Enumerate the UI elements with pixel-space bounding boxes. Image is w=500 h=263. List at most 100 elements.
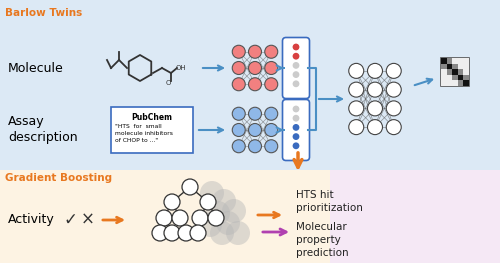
Circle shape xyxy=(265,45,278,58)
Bar xyxy=(464,69,469,75)
Bar xyxy=(458,58,464,64)
Circle shape xyxy=(368,101,382,116)
Circle shape xyxy=(265,78,278,91)
Text: ✓: ✓ xyxy=(63,211,77,229)
Circle shape xyxy=(265,124,278,136)
Circle shape xyxy=(210,221,234,245)
Circle shape xyxy=(349,101,364,116)
Bar xyxy=(446,64,452,69)
Circle shape xyxy=(349,82,364,97)
Circle shape xyxy=(292,53,300,60)
Circle shape xyxy=(178,225,194,241)
Bar xyxy=(458,69,464,75)
Circle shape xyxy=(216,211,240,235)
Circle shape xyxy=(248,78,262,91)
Circle shape xyxy=(265,140,278,153)
Text: ×: × xyxy=(81,211,95,229)
Circle shape xyxy=(248,140,262,153)
Bar xyxy=(441,69,446,75)
Text: OH: OH xyxy=(176,65,186,71)
Bar xyxy=(464,80,469,86)
Circle shape xyxy=(292,133,300,140)
Circle shape xyxy=(368,120,382,135)
Circle shape xyxy=(292,44,300,50)
Bar xyxy=(446,58,452,64)
Circle shape xyxy=(368,63,382,78)
Circle shape xyxy=(164,194,180,210)
FancyBboxPatch shape xyxy=(282,38,310,99)
Text: Gradient Boosting: Gradient Boosting xyxy=(5,173,112,183)
Bar xyxy=(330,170,500,263)
Bar xyxy=(464,58,469,64)
Bar xyxy=(458,80,464,86)
Circle shape xyxy=(368,82,382,97)
Circle shape xyxy=(232,124,245,136)
Text: "HTS  for  small
molecule inhibitors
of CHOP to ...": "HTS for small molecule inhibitors of CH… xyxy=(115,124,173,143)
Circle shape xyxy=(386,120,401,135)
Circle shape xyxy=(208,210,224,226)
Circle shape xyxy=(222,199,246,223)
Bar xyxy=(441,64,446,69)
Text: Activity: Activity xyxy=(8,214,55,226)
Bar xyxy=(441,58,446,64)
Circle shape xyxy=(292,142,300,149)
Circle shape xyxy=(232,62,245,74)
Bar xyxy=(0,0,500,170)
Circle shape xyxy=(386,63,401,78)
Circle shape xyxy=(386,82,401,97)
Bar xyxy=(452,64,458,69)
Bar xyxy=(446,69,452,75)
Circle shape xyxy=(265,62,278,74)
Circle shape xyxy=(200,194,216,210)
Bar xyxy=(0,170,500,263)
Circle shape xyxy=(164,225,180,241)
Circle shape xyxy=(192,210,208,226)
Circle shape xyxy=(212,189,236,213)
Circle shape xyxy=(292,62,300,69)
FancyBboxPatch shape xyxy=(282,99,310,160)
Bar xyxy=(452,69,458,75)
Bar xyxy=(464,64,469,69)
Circle shape xyxy=(172,210,188,226)
Circle shape xyxy=(248,107,262,120)
Bar xyxy=(464,75,469,80)
Bar xyxy=(441,58,469,86)
Circle shape xyxy=(198,213,222,237)
Text: Molecule: Molecule xyxy=(8,62,64,74)
Circle shape xyxy=(200,181,224,205)
Bar xyxy=(458,75,464,80)
Circle shape xyxy=(232,45,245,58)
Text: Molecular
property
prediction: Molecular property prediction xyxy=(296,222,348,257)
Bar xyxy=(452,80,458,86)
Bar xyxy=(441,80,446,86)
FancyBboxPatch shape xyxy=(111,107,193,153)
Bar xyxy=(446,80,452,86)
Circle shape xyxy=(248,124,262,136)
Text: Assay
description: Assay description xyxy=(8,115,78,144)
Circle shape xyxy=(248,45,262,58)
Circle shape xyxy=(152,225,168,241)
Circle shape xyxy=(156,210,172,226)
Bar xyxy=(452,58,458,64)
Circle shape xyxy=(292,115,300,122)
Circle shape xyxy=(292,106,300,112)
Text: O: O xyxy=(166,80,170,86)
Circle shape xyxy=(248,62,262,74)
Text: Barlow Twins: Barlow Twins xyxy=(5,8,82,18)
Circle shape xyxy=(292,80,300,87)
Bar xyxy=(441,75,446,80)
Circle shape xyxy=(265,107,278,120)
Circle shape xyxy=(349,63,364,78)
Circle shape xyxy=(292,124,300,131)
Text: PubChem: PubChem xyxy=(132,113,172,122)
Circle shape xyxy=(232,78,245,91)
Circle shape xyxy=(232,107,245,120)
Circle shape xyxy=(386,101,401,116)
Circle shape xyxy=(206,201,230,225)
Circle shape xyxy=(292,71,300,78)
Bar xyxy=(458,64,464,69)
Circle shape xyxy=(232,140,245,153)
Circle shape xyxy=(349,120,364,135)
Bar xyxy=(452,75,458,80)
Text: HTS hit
prioritization: HTS hit prioritization xyxy=(296,190,363,213)
